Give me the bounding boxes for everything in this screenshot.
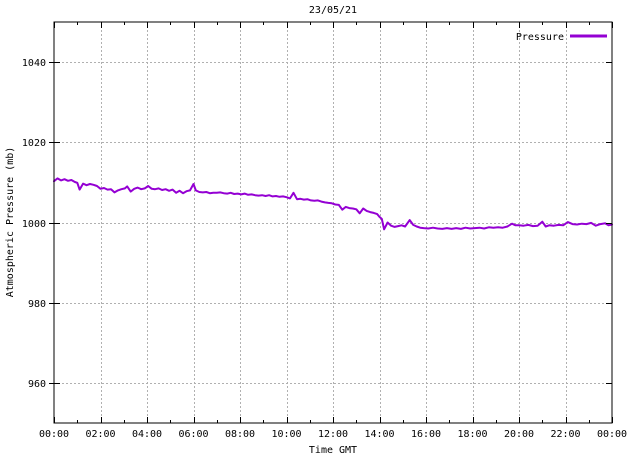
- y-axis-title: Atmospheric Pressure (mb): [5, 147, 16, 298]
- legend-label: Pressure: [516, 32, 564, 43]
- x-tick-label: 06:00: [178, 429, 208, 440]
- x-tick-label: 00:00: [39, 429, 69, 440]
- pressure-line-layer: [53, 177, 613, 231]
- y-tick-label: 960: [28, 379, 46, 390]
- y-tick-label: 1040: [22, 58, 46, 69]
- x-tick-label: 14:00: [364, 429, 394, 440]
- x-tick-label: 20:00: [504, 429, 534, 440]
- x-axis-title: Time GMT: [309, 445, 357, 456]
- x-tick-label: 04:00: [132, 429, 162, 440]
- grid-lines: [54, 22, 612, 423]
- x-tick-label: 08:00: [225, 429, 255, 440]
- legend: Pressure: [516, 32, 607, 43]
- x-tick-label: 02:00: [85, 429, 115, 440]
- x-tick-label: 18:00: [457, 429, 487, 440]
- pressure-line: [53, 177, 613, 231]
- axis-ticks: [49, 22, 613, 423]
- chart-title: 23/05/21: [309, 5, 357, 16]
- axis-tick-labels: 00:00 02:00 04:00 06:00 08:00 10:00 12:00 14:00…: [22, 58, 627, 440]
- x-tick-label: 00:00: [597, 429, 627, 440]
- x-tick-label: 10:00: [271, 429, 301, 440]
- x-tick-label: 12:00: [318, 429, 348, 440]
- y-tick-label: 980: [28, 299, 46, 310]
- x-tick-label: 16:00: [411, 429, 441, 440]
- y-tick-label: 1020: [22, 138, 46, 149]
- y-tick-label: 1000: [22, 219, 46, 230]
- x-tick-label: 22:00: [550, 429, 580, 440]
